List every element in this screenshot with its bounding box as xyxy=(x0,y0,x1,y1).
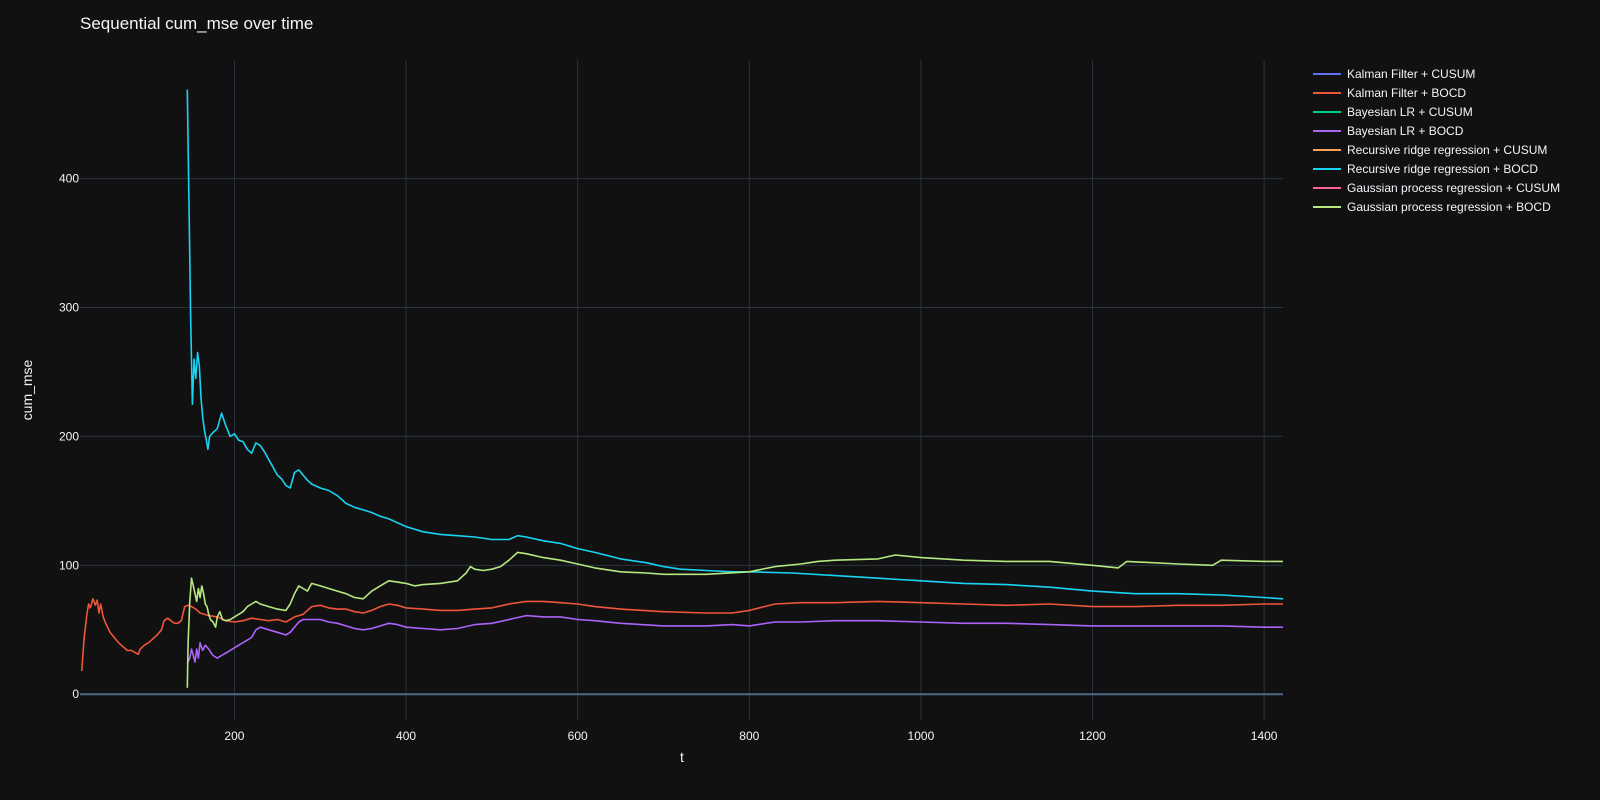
legend-item[interactable]: Gaussian process regression + CUSUM xyxy=(1313,181,1560,195)
legend-item[interactable]: Kalman Filter + CUSUM xyxy=(1313,67,1475,81)
y-tick-label: 200 xyxy=(59,429,79,443)
y-tick-label: 100 xyxy=(59,558,79,572)
legend-label: Bayesian LR + BOCD xyxy=(1347,124,1464,138)
legend-label: Gaussian process regression + CUSUM xyxy=(1347,181,1560,195)
x-tick-label: 1200 xyxy=(1079,729,1106,743)
x-tick-label: 1400 xyxy=(1251,729,1278,743)
series-line-3 xyxy=(186,614,1283,664)
chart-title: Sequential cum_mse over time xyxy=(80,14,313,33)
legend-item[interactable]: Bayesian LR + CUSUM xyxy=(1313,105,1473,119)
legend-label: Recursive ridge regression + BOCD xyxy=(1347,162,1538,176)
x-tick-label: 200 xyxy=(224,729,244,743)
y-tick-label: 0 xyxy=(72,687,79,701)
legend-item[interactable]: Recursive ridge regression + BOCD xyxy=(1313,162,1538,176)
legend-item[interactable]: Recursive ridge regression + CUSUM xyxy=(1313,143,1547,157)
plot-area xyxy=(80,89,1284,688)
legend-item[interactable]: Kalman Filter + BOCD xyxy=(1313,86,1466,100)
series-line-5 xyxy=(186,89,1284,600)
legend-label: Gaussian process regression + BOCD xyxy=(1347,200,1551,214)
y-axis-title: cum_mse xyxy=(19,359,35,420)
x-tick-label: 1000 xyxy=(908,729,935,743)
legend-item[interactable]: Bayesian LR + BOCD xyxy=(1313,124,1464,138)
horizontal-gridlines xyxy=(80,178,1283,696)
x-axis-ticks: 200 400 600 800 1000 1200 1400 xyxy=(224,729,1277,743)
legend-label: Bayesian LR + CUSUM xyxy=(1347,105,1473,119)
x-tick-label: 800 xyxy=(739,729,759,743)
x-axis-title: t xyxy=(680,749,684,765)
x-tick-label: 600 xyxy=(568,729,588,743)
legend[interactable]: Kalman Filter + CUSUM Kalman Filter + BOC… xyxy=(1313,67,1560,214)
series-line-1 xyxy=(80,598,1283,672)
y-tick-label: 300 xyxy=(59,301,79,315)
legend-label: Recursive ridge regression + CUSUM xyxy=(1347,143,1547,157)
x-tick-label: 400 xyxy=(396,729,416,743)
series-line-7 xyxy=(186,551,1283,688)
y-tick-label: 400 xyxy=(59,172,79,186)
vertical-gridlines xyxy=(233,60,1265,720)
y-axis-ticks: 0 100 200 300 400 xyxy=(59,172,79,702)
legend-label: Kalman Filter + BOCD xyxy=(1347,86,1466,100)
legend-label: Kalman Filter + CUSUM xyxy=(1347,67,1475,81)
legend-item[interactable]: Gaussian process regression + BOCD xyxy=(1313,200,1551,214)
